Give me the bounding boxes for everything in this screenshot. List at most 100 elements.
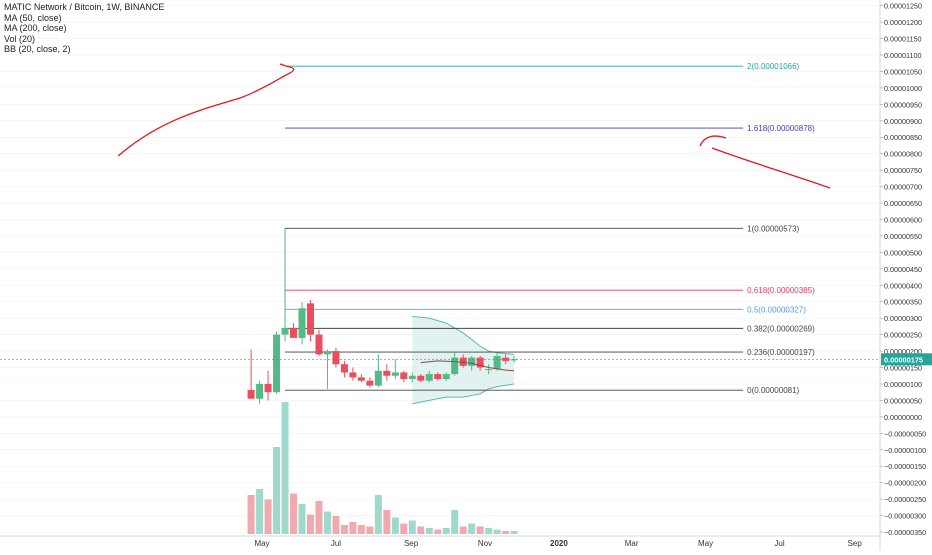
price-tick-label: 0.00000450 — [884, 265, 922, 274]
freehand-arrow-up — [117, 63, 295, 157]
candle-body — [349, 372, 357, 378]
volume-bar — [315, 501, 323, 534]
volume-bar — [502, 531, 510, 534]
candle-body — [451, 357, 459, 375]
volume-bar — [306, 514, 314, 534]
price-tick-label: 0.00000700 — [884, 183, 922, 192]
candle-body — [298, 308, 306, 338]
volume-bar — [323, 511, 331, 534]
volume-bar — [408, 520, 416, 534]
price-tick-label: 0.00000550 — [884, 232, 922, 241]
candle-body — [425, 374, 433, 381]
candle-body — [306, 303, 314, 335]
fibonacci-extension[interactable]: 2(0.00001066) 1.618(0.00000878) 1(0.000005… — [284, 62, 815, 395]
volume-bar — [476, 526, 484, 534]
indicator-ma200-label[interactable]: MA (200, close) — [4, 23, 67, 33]
price-tick-label: 0.00000050 — [884, 396, 922, 405]
chart-legend: MATIC Network / Bitcoin, 1W, BINANCE MA … — [4, 2, 164, 55]
price-tick-label: 0.00000650 — [884, 199, 922, 208]
candle-body — [256, 383, 264, 399]
price-tick-label: 0.00001000 — [884, 84, 922, 93]
price-tick-label: 0.00000350 — [884, 298, 922, 307]
time-tick-label: May — [254, 539, 269, 548]
price-tick-label: 0.00000850 — [884, 133, 922, 142]
price-tick-label: 0.00000500 — [884, 248, 922, 257]
candle-body — [391, 372, 399, 376]
candle-body — [408, 375, 416, 380]
price-tick-label: 0.00001100 — [884, 51, 921, 60]
time-tick-label: Mar — [625, 539, 639, 548]
volume-bar — [425, 528, 433, 534]
volume-bar — [349, 522, 357, 534]
volume-bar — [391, 517, 399, 534]
indicator-ma50-label[interactable]: MA (50, close) — [4, 12, 62, 23]
volume-bar — [510, 531, 518, 534]
volume-bar — [493, 529, 501, 534]
time-tick-label: Nov — [478, 539, 492, 548]
price-tick-label: 0.00000600 — [884, 215, 922, 224]
volume-bar — [264, 499, 272, 534]
candle-body — [323, 351, 331, 355]
volume-bar — [434, 529, 442, 534]
trend-drawings[interactable] — [117, 63, 831, 189]
time-tick-label: 2020 — [550, 539, 568, 548]
time-axis[interactable]: May Jul Sep Nov 2020 Mar May Jul Sep — [0, 535, 880, 548]
last-price-badge — [881, 353, 932, 366]
time-tick-label: May — [698, 539, 713, 548]
price-tick-label: −0.00000300 — [884, 512, 926, 521]
price-tick-label: −0.00000150 — [884, 462, 926, 471]
time-tick-label: Jul — [331, 539, 341, 548]
volume-bar — [400, 523, 408, 534]
candle-body — [400, 372, 408, 380]
candle-body — [493, 356, 501, 370]
fib-level-label: 0.236(0.00000197) — [747, 348, 815, 357]
candle-body — [417, 375, 425, 381]
fib-level-label: 1(0.00000573) — [747, 224, 799, 233]
candle-body — [332, 351, 340, 365]
candle-body — [459, 357, 467, 366]
volume-bar — [459, 526, 467, 534]
volume-bar — [247, 495, 255, 534]
indicator-volume-label[interactable]: Vol (20) — [4, 33, 36, 44]
volume-bar — [290, 493, 298, 534]
price-tick-label: −0.00000050 — [884, 429, 926, 438]
price-tick-label: −0.00000250 — [884, 495, 926, 504]
bollinger-lower — [412, 383, 515, 405]
volume-bar — [383, 510, 391, 534]
volume-bar — [340, 525, 348, 534]
price-tick-label: 0.00000950 — [884, 100, 922, 109]
last-price-label: 0.00000175 — [884, 355, 923, 364]
price-tick-label: 0.00000750 — [884, 166, 922, 175]
fib-level-label: 0(0.00000081) — [747, 386, 799, 395]
fib-level-label: 0.5(0.00000327) — [747, 305, 806, 314]
indicator-bollinger-label[interactable]: BB (20, close, 2) — [4, 44, 71, 54]
fib-level-label: 0.382(0.00000269) — [747, 324, 815, 333]
price-axis-bg — [880, 0, 932, 550]
price-tick-label: 0.00000100 — [884, 380, 922, 389]
time-tick-label: Sep — [848, 539, 863, 548]
candle-body — [476, 357, 484, 368]
candle-body — [315, 334, 323, 355]
candle-body — [273, 334, 281, 393]
price-tick-label: 0.00000200 — [884, 347, 922, 356]
price-tick-label: 0.00000000 — [884, 413, 922, 422]
price-tick-label: 0.00000800 — [884, 150, 922, 159]
symbol-title[interactable]: MATIC Network / Bitcoin, 1W, BINANCE — [4, 2, 165, 12]
volume-bar — [366, 526, 374, 534]
fib-level-label: 2(0.00001066) — [747, 62, 799, 71]
volume-bar — [273, 447, 281, 534]
volume-bar — [417, 526, 425, 534]
candle-body — [510, 359, 518, 361]
grid — [0, 5, 880, 533]
candle-body — [247, 389, 255, 399]
volume-bar — [374, 495, 382, 534]
time-tick-label: Sep — [404, 539, 419, 548]
candle-body — [264, 383, 272, 393]
price-tick-label: 0.00001200 — [884, 18, 922, 27]
candle-body — [366, 380, 374, 386]
candle-body — [485, 369, 493, 371]
price-tick-label: −0.00000200 — [884, 479, 926, 488]
